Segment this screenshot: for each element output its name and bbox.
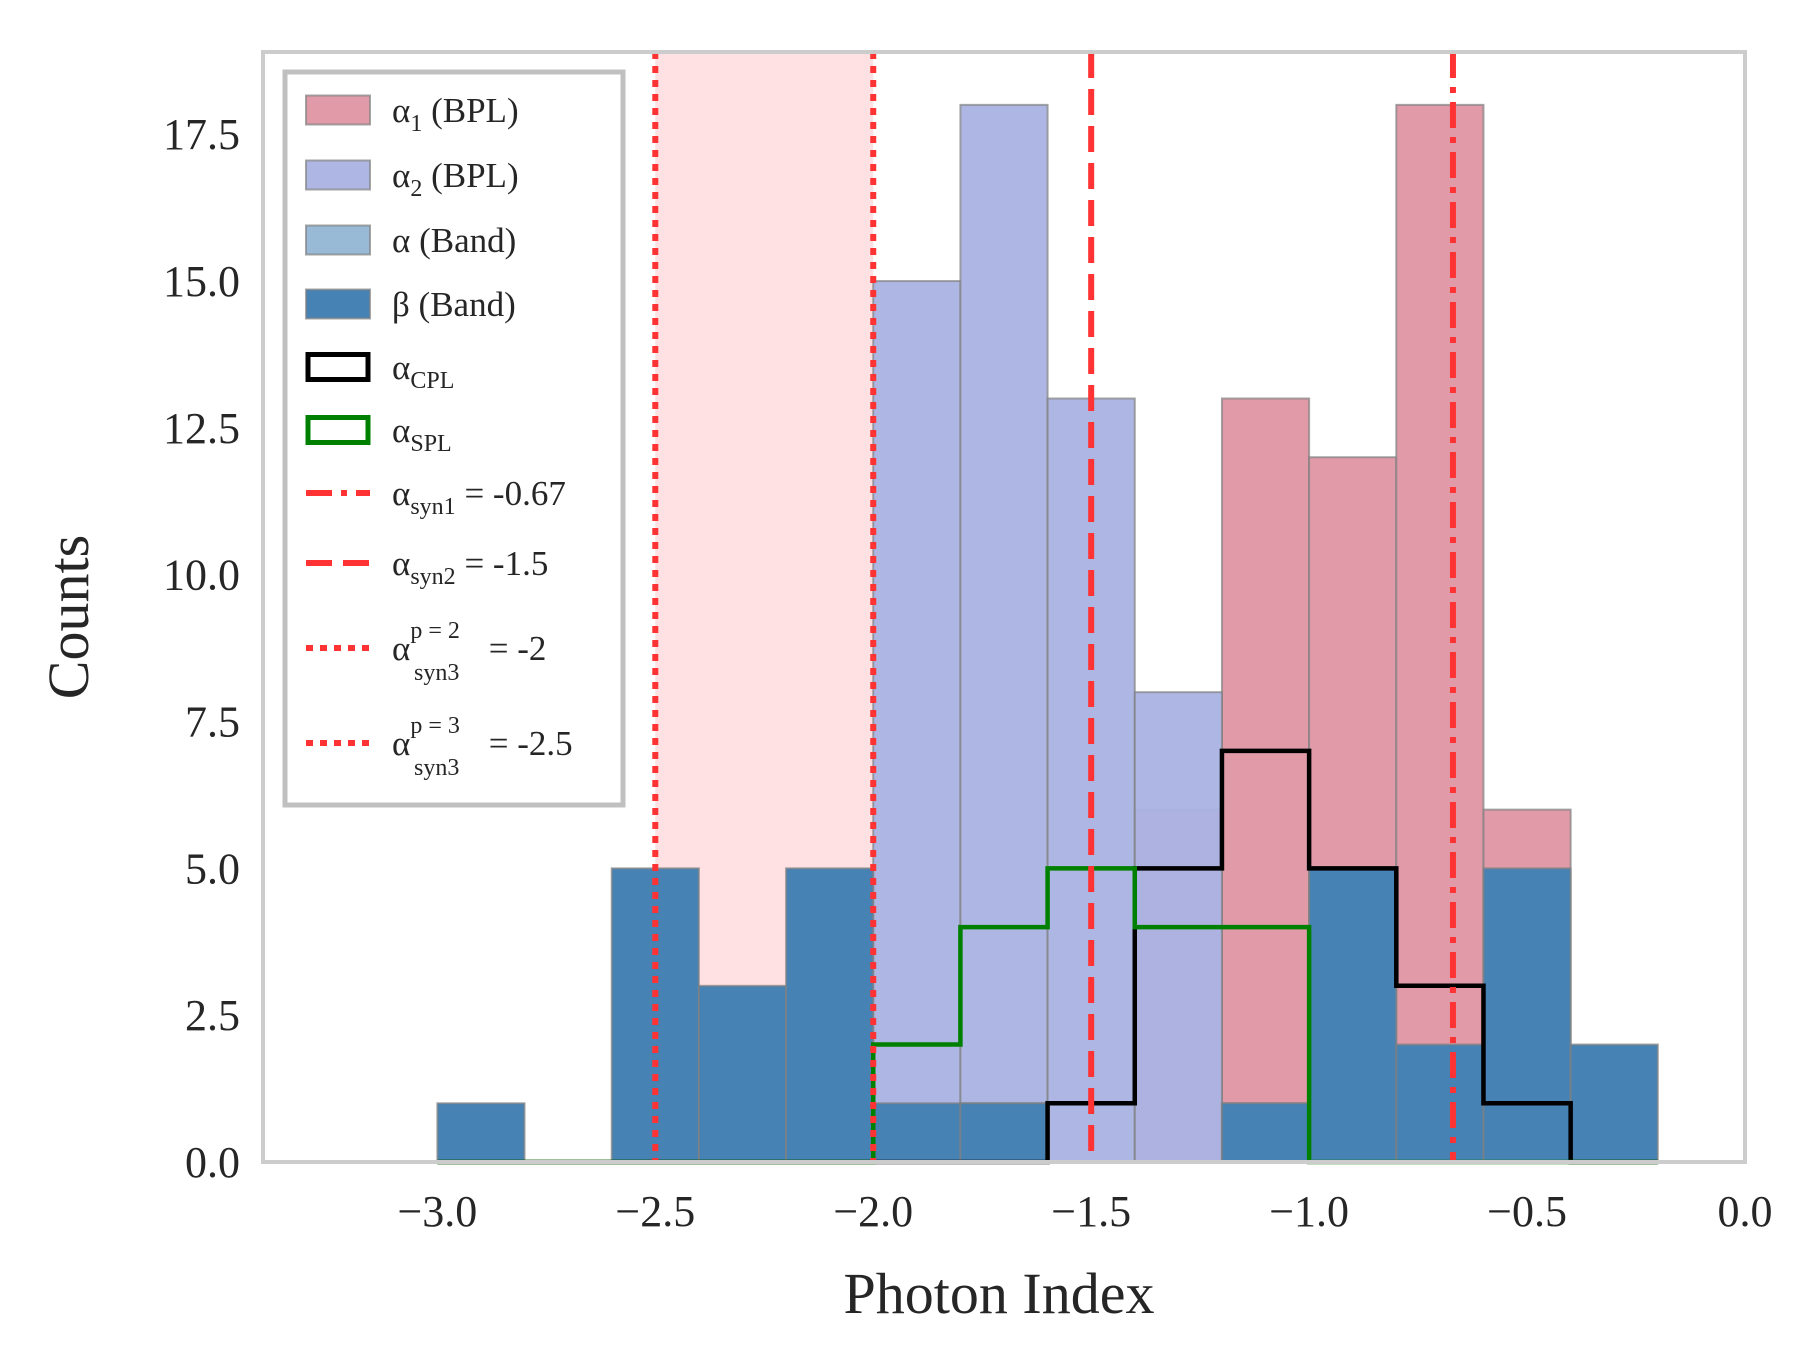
legend-box (282, 69, 626, 808)
alpha2_bpl-bar (959, 103, 1049, 1163)
plot-frame (261, 50, 1747, 1164)
beta_band-bar (1308, 867, 1398, 1163)
y-tick-label: 10.0 (163, 551, 240, 600)
beta_band-bar (1220, 1102, 1311, 1164)
alpha_spl-legend-label: αSPL (392, 411, 452, 457)
axes: −3.0 −2.5 −2.0 −1.5 −1.0 −0.5 0.0 0.0 2.5 5.0 7.5 1… (163, 50, 1773, 1236)
x-tick-label: −2.5 (615, 1187, 695, 1236)
alpha_cpl-legend-swatch (305, 352, 371, 382)
alpha_band-legend-label: α (Band) (392, 221, 516, 260)
syn2-legend-label: αsyn2 = -1.5 (392, 544, 548, 590)
beta_band-bar (1395, 1043, 1485, 1163)
beta_band-bar (697, 984, 788, 1163)
y-tick-label: 5.0 (185, 844, 240, 893)
alpha1_bpl-bar (1395, 103, 1485, 1163)
y-axis-title: Counts (36, 535, 101, 699)
x-tick-label: 0.0 (1718, 1187, 1773, 1236)
beta_band-bar (872, 1102, 962, 1164)
beta_band-bar (610, 867, 700, 1163)
x-tick-label: −2.0 (833, 1187, 913, 1236)
y-tick-label: 7.5 (185, 698, 240, 747)
x-tick-label: −1.5 (1051, 1187, 1131, 1236)
alpha_spl-legend-swatch (305, 415, 371, 445)
syn3_p3-legend-label: αp = 3 syn3 = -2.5 (392, 713, 573, 781)
alpha2_bpl-bar (872, 280, 962, 1163)
beta_band-bar (1482, 867, 1572, 1163)
plot-area (436, 52, 1659, 1165)
y-tick-label: 2.5 (185, 991, 240, 1040)
alpha1_bpl-legend-label: α1 (BPL) (392, 91, 519, 137)
x-tick-label: −1.0 (1269, 1187, 1349, 1236)
alpha_band-legend-swatch (305, 224, 371, 256)
beta_band-bar (785, 867, 875, 1163)
y-tick-label: 0.0 (185, 1138, 240, 1187)
x-tick-label: −0.5 (1487, 1187, 1567, 1236)
alpha2_bpl-legend-swatch (305, 159, 371, 191)
beta_band-legend-swatch (305, 288, 371, 320)
syn1-legend-label: αsyn1 = -0.67 (392, 474, 566, 520)
syn3_p2-legend-label: αp = 2 syn3 = -2 (392, 618, 546, 686)
alpha1_bpl-legend-swatch (305, 94, 371, 126)
x-axis-title: Photon Index (844, 1261, 1155, 1326)
beta_band-bar (436, 1102, 526, 1164)
beta_band-legend-label: β (Band) (392, 285, 516, 324)
y-tick-label: 12.5 (163, 404, 240, 453)
alpha2_bpl-legend-label: α2 (BPL) (392, 156, 519, 202)
alpha1_bpl-bar (1220, 397, 1311, 1163)
alpha_cpl-legend-label: αCPL (392, 348, 454, 394)
legend: α1 (BPL) α2 (BPL) α (Band) β (Band) αCPL αSPL… (282, 69, 626, 808)
y-tick-label: 17.5 (163, 110, 240, 159)
y-tick-label: 15.0 (163, 257, 240, 306)
beta_band-bar (1569, 1043, 1659, 1163)
beta_band-bar (959, 1102, 1049, 1164)
x-tick-label: −3.0 (397, 1187, 477, 1236)
